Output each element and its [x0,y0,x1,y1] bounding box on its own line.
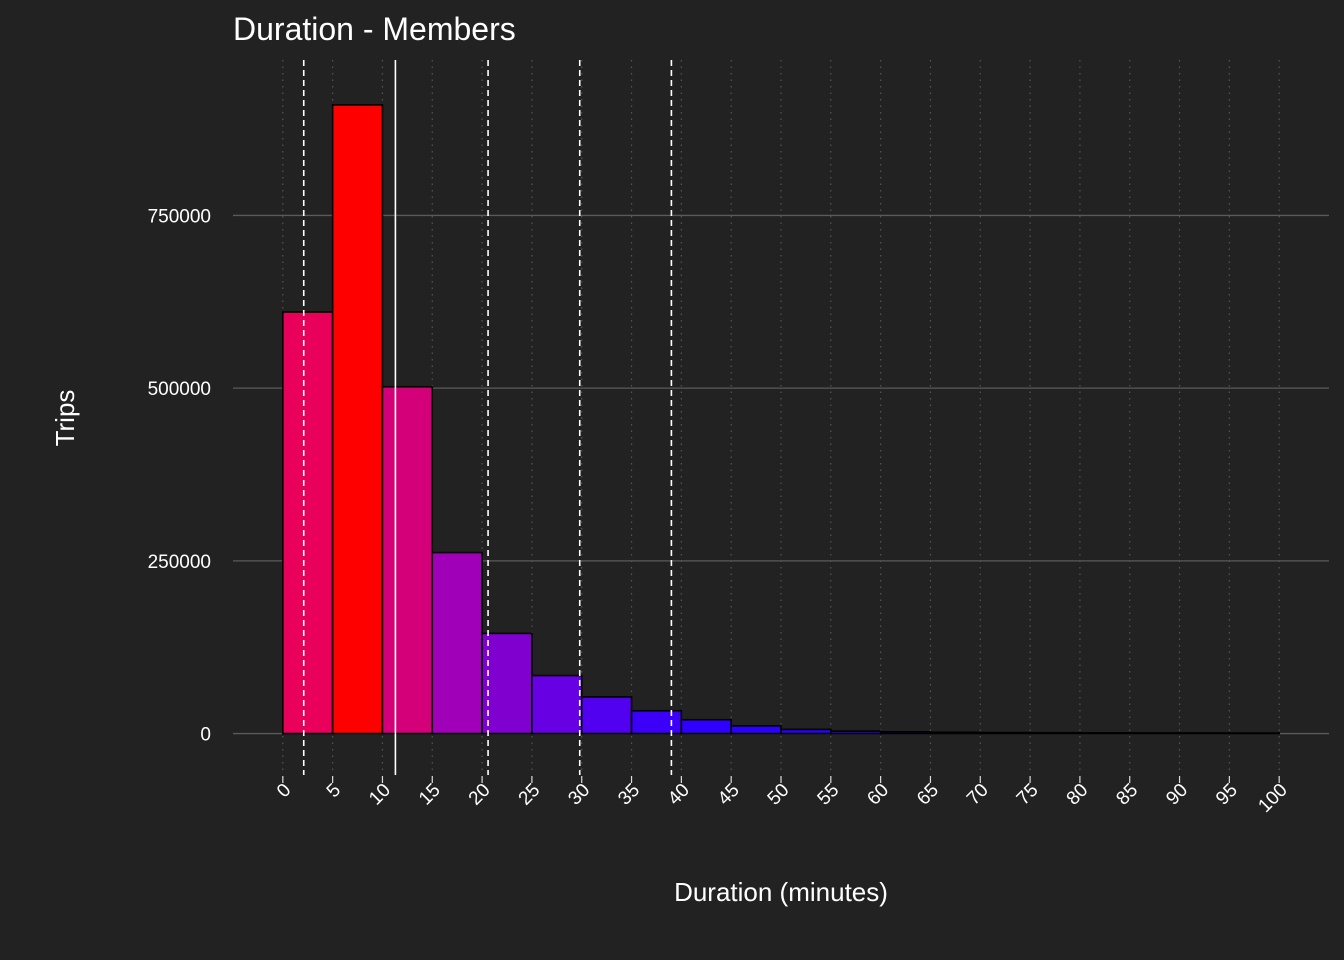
histogram-bar [1228,732,1280,735]
histogram-bar [331,104,384,735]
histogram-bar [1128,732,1181,735]
reference-lines [302,60,673,775]
histogram-bar [780,728,832,735]
histogram-bar [1029,731,1081,735]
tick-marks [282,776,1280,783]
y-tick-label: 750000 [148,206,211,227]
histogram-bar [381,385,434,735]
histogram-bar [1178,732,1231,735]
chart-title: Duration - Members [233,11,516,47]
histogram-bar [282,311,334,735]
histogram-bar [1079,732,1131,735]
y-tick-labels: 0 250000 500000 750000 [148,206,211,745]
histogram-bar [580,696,633,735]
histogram-bar [680,718,732,735]
y-tick-label: 250000 [148,552,211,573]
histogram-bar [730,725,782,735]
histogram-bar [630,709,683,735]
y-tick-label: 0 [200,725,211,746]
y-axis-title: Trips [50,390,80,447]
histogram-bar [929,731,982,735]
histogram-bar [830,730,882,735]
histogram-bar [531,674,583,735]
histogram-bar [481,632,533,735]
histogram-bar [979,731,1031,735]
histogram-bar [879,731,932,735]
histogram-bar [431,551,483,735]
x-axis-title: Duration (minutes) [674,877,888,907]
y-tick-label: 500000 [148,379,211,400]
histogram-bars [282,104,1280,735]
